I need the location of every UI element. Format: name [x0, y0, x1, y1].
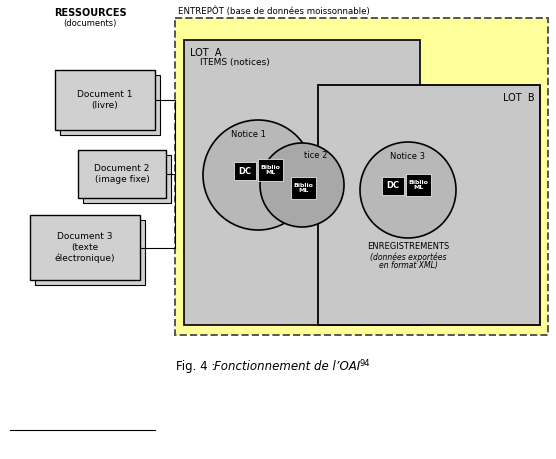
Text: Biblio
ML: Biblio ML: [409, 179, 429, 190]
Text: RESSOURCES: RESSOURCES: [54, 8, 126, 18]
Bar: [35, 220, 145, 285]
Text: Document 2
(image fixe): Document 2 (image fixe): [95, 164, 150, 184]
Bar: [382, 177, 404, 195]
Bar: [184, 40, 420, 325]
Text: (données exportées: (données exportées: [370, 252, 446, 262]
Text: en format XML): en format XML): [379, 261, 438, 270]
Text: Fig. 4 :: Fig. 4 :: [176, 360, 219, 373]
Ellipse shape: [360, 142, 456, 238]
Text: Biblio
ML: Biblio ML: [261, 165, 280, 175]
Bar: [55, 70, 155, 130]
Bar: [60, 75, 160, 135]
Text: Document 1
(livre): Document 1 (livre): [77, 90, 133, 110]
Bar: [406, 174, 431, 196]
Text: ENREGISTREMENTS: ENREGISTREMENTS: [367, 242, 449, 251]
Bar: [258, 159, 283, 181]
Text: (documents): (documents): [63, 19, 117, 28]
Bar: [78, 150, 166, 198]
Text: DC: DC: [386, 181, 400, 190]
Bar: [291, 177, 316, 199]
Text: LOT  A: LOT A: [190, 48, 221, 58]
Text: LOT  B: LOT B: [503, 93, 535, 103]
Text: Fonctionnement de l’OAI: Fonctionnement de l’OAI: [214, 360, 360, 373]
Text: Notice 3: Notice 3: [390, 152, 425, 161]
Text: Document 3
(texte
électronique): Document 3 (texte électronique): [54, 232, 115, 263]
Bar: [234, 162, 256, 180]
Text: DC: DC: [239, 167, 251, 175]
Ellipse shape: [203, 120, 313, 230]
Bar: [30, 215, 140, 280]
Text: Notice 1: Notice 1: [231, 130, 265, 139]
Bar: [175, 18, 548, 335]
Bar: [83, 155, 171, 203]
Text: ITEMS (notices): ITEMS (notices): [200, 58, 270, 67]
Ellipse shape: [260, 143, 344, 227]
Text: ENTREPÔT (base de données moissonnable): ENTREPÔT (base de données moissonnable): [178, 6, 370, 16]
Text: tice 2: tice 2: [304, 151, 327, 160]
Text: 94: 94: [359, 359, 370, 368]
Text: Biblio
ML: Biblio ML: [294, 183, 314, 193]
Bar: [318, 85, 540, 325]
